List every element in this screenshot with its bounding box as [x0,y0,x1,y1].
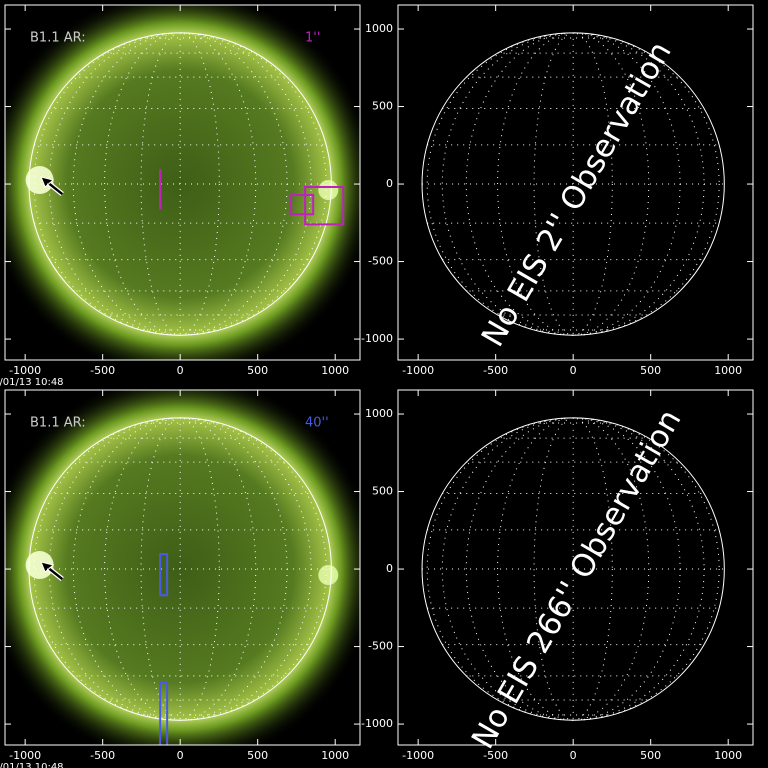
slit-box [304,185,345,226]
panel [5,5,360,360]
solar-disk [29,32,332,336]
panel-label: B1.1 AR: [30,416,86,431]
plot-frame [4,389,361,746]
x-tick-label: 0 [177,364,184,377]
x-tick-label: -1000 [9,364,41,377]
y-tick-label: 1000 [365,22,393,35]
longitude [33,417,327,721]
timestamp: 7/01/13 10:48 [0,762,64,768]
active-region [25,166,54,195]
active-region [25,551,54,580]
y-tick-label: 500 [372,100,393,113]
longitude [104,32,257,336]
longitude [33,32,327,336]
longitude [497,32,650,336]
x-tick-label: -500 [483,749,508,762]
y-tick-label: 0 [386,562,393,575]
x-tick-label: -1000 [9,749,41,762]
x-tick-label: 1000 [714,364,742,377]
x-tick-label: 0 [570,364,577,377]
plot-frame [397,4,754,361]
x-tick-label: -500 [90,749,115,762]
timestamp: 7/01/13 10:48 [0,377,64,388]
panel [421,32,725,336]
y-tick-label: -500 [368,255,393,268]
arrow-head [40,176,55,188]
x-tick-label: 500 [640,364,661,377]
x-tick-label: -500 [483,364,508,377]
plot-frame [4,4,361,361]
panel [421,417,725,721]
longitude [426,32,720,336]
arrow [46,181,64,196]
x-tick-label: 0 [570,749,577,762]
y-tick-label: -1000 [361,332,393,345]
x-tick-label: 1000 [714,749,742,762]
slit-label: 40'' [305,416,329,431]
slit-box [159,681,169,745]
arrow-head [40,561,55,573]
x-tick-label: 0 [177,749,184,762]
solar-disk [29,417,332,721]
active-region [318,565,339,586]
slit-box [159,553,169,597]
x-tick-label: 1000 [321,364,349,377]
x-tick-label: -1000 [402,749,434,762]
x-tick-label: 500 [247,749,268,762]
longitude [104,417,257,721]
active-region [318,180,339,201]
slit-box [290,194,315,216]
y-tick-label: -500 [368,640,393,653]
plot-frame [397,389,754,746]
x-tick-label: 500 [247,364,268,377]
y-tick-label: 0 [386,177,393,190]
slit-label: 1'' [305,31,320,46]
x-tick-label: 1000 [321,749,349,762]
longitude [426,417,720,721]
panel [5,390,360,745]
y-tick-label: 500 [372,485,393,498]
arrow [46,566,64,581]
x-tick-label: -500 [90,364,115,377]
y-tick-label: -1000 [361,717,393,730]
no-observation-message: No EIS 2'' Observation [475,36,679,353]
no-observation-message: No EIS 266'' Observation [465,403,689,755]
x-tick-label: 500 [640,749,661,762]
x-tick-label: -1000 [402,364,434,377]
panel-label: B1.1 AR: [30,31,86,46]
y-tick-label: 1000 [365,407,393,420]
longitude [497,417,650,721]
